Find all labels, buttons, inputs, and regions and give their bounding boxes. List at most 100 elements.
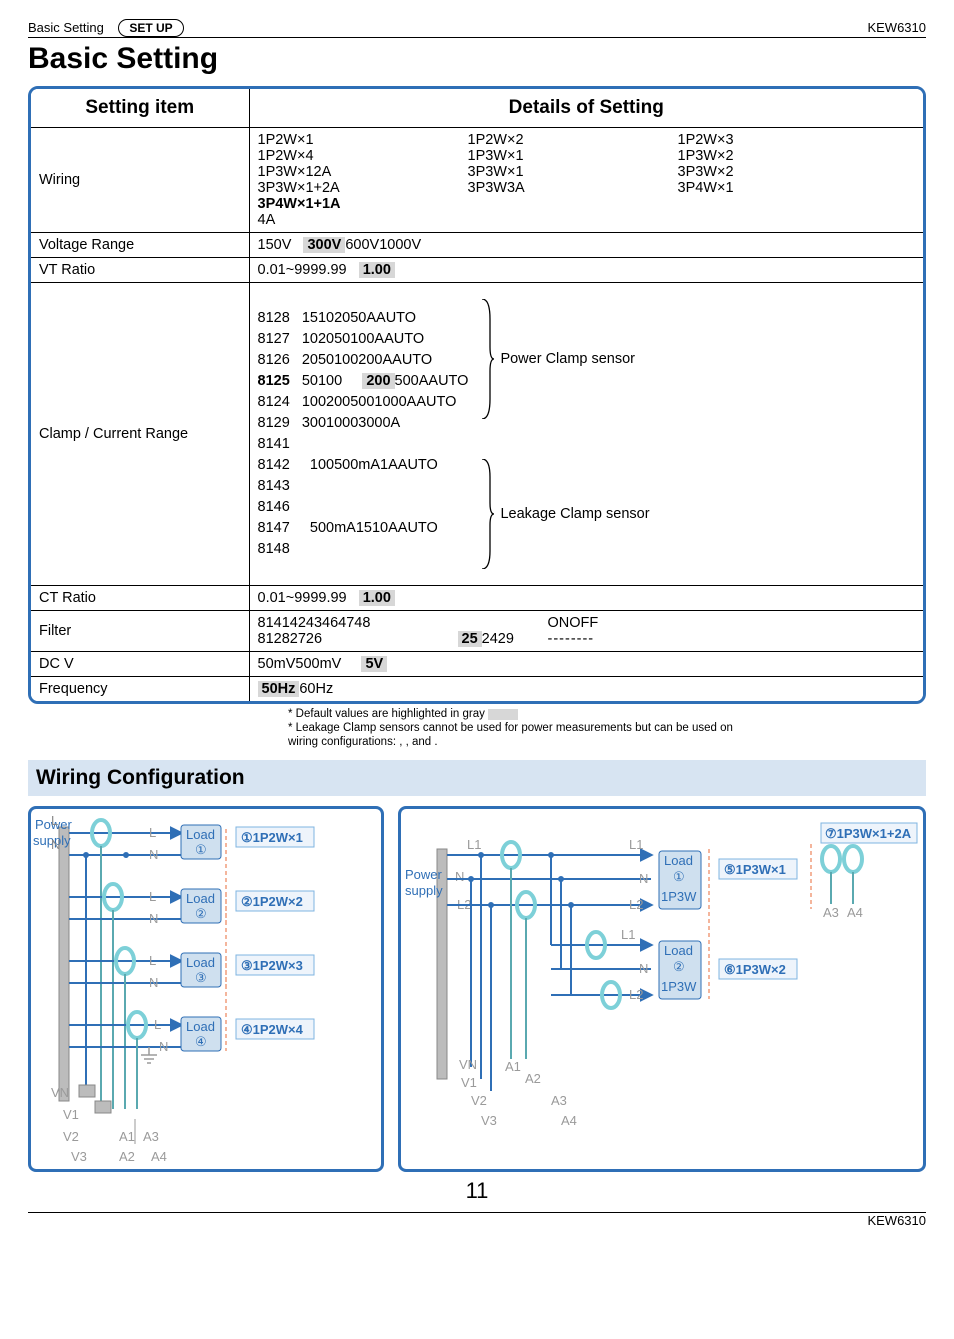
row-filter: Filter 81414243464748 ONOFF 81282726 252… [31, 611, 923, 652]
dcv-default: 5V [361, 656, 387, 672]
wiring-cell: 1P3W×2 [678, 148, 878, 164]
wiring-cell: 1P2W×2 [468, 132, 668, 148]
svg-text:V3: V3 [481, 1113, 497, 1128]
freq-post: 60Hz [299, 681, 333, 697]
svg-text:Power: Power [405, 867, 443, 882]
svg-text:①: ① [673, 869, 685, 884]
vrange-post: 600V1000V [345, 237, 421, 253]
svg-text:L2: L2 [629, 897, 643, 912]
svg-text:N: N [51, 837, 60, 852]
wiring-configuration-title: Wiring Configuration [28, 760, 926, 796]
svg-text:1P3W: 1P3W [661, 979, 697, 994]
row-freq-label: Frequency [31, 677, 249, 702]
svg-text:②1P2W×2: ②1P2W×2 [241, 894, 303, 909]
footnote-b: * Leakage Clamp sensors cannot be used f… [288, 722, 733, 734]
svg-text:A2: A2 [119, 1149, 135, 1164]
header-right: KEW6310 [867, 20, 926, 35]
svg-text:L: L [51, 813, 58, 828]
svg-text:N: N [639, 871, 648, 886]
col-header-details: Details of Setting [249, 89, 923, 128]
settings-table-frame: Setting item Details of Setting Wiring 1… [28, 86, 926, 704]
svg-text:Load: Load [186, 827, 215, 842]
row-clamp-value: 8128 15102050AAUTO 8127 102050100AAUTO 8… [249, 283, 923, 586]
svg-text:③1P2W×3: ③1P2W×3 [241, 958, 303, 973]
svg-text:A2: A2 [525, 1071, 541, 1086]
svg-text:A1: A1 [505, 1059, 521, 1074]
svg-text:L: L [149, 953, 156, 968]
svg-text:①1P2W×1: ①1P2W×1 [241, 830, 303, 845]
clamp-line: 8146 [258, 499, 290, 515]
wiring-cell: 1P2W×4 [258, 148, 458, 164]
svg-text:②: ② [195, 906, 207, 921]
svg-text:V2: V2 [471, 1093, 487, 1108]
svg-text:②: ② [673, 959, 685, 974]
clamp-line: 8148 [258, 541, 290, 557]
svg-text:L: L [149, 889, 156, 904]
filter-dashes: -------- [548, 631, 638, 647]
page-title: Basic Setting [28, 42, 926, 76]
row-vtratio-label: VT Ratio [31, 258, 249, 283]
svg-text:Load: Load [186, 891, 215, 906]
svg-text:L2: L2 [629, 987, 643, 1002]
svg-text:L: L [154, 1017, 161, 1032]
brace-icon [480, 459, 494, 569]
wiring-cell: 1P2W×1 [258, 132, 458, 148]
settings-table: Setting item Details of Setting Wiring 1… [31, 89, 923, 701]
svg-text:V3: V3 [71, 1149, 87, 1164]
brace-icon [480, 299, 494, 419]
vtratio-pre: 0.01~9999.99 [258, 262, 347, 278]
row-ct-ratio: CT Ratio 0.01~9999.99 1.00 [31, 586, 923, 611]
filter-l2a: 81282726 [258, 631, 458, 647]
svg-text:①: ① [195, 842, 207, 857]
clamp-line: 8124 1002005001000AAUTO [258, 394, 457, 410]
clamp-line: 8126 2050100200AAUTO [258, 352, 433, 368]
svg-text:V1: V1 [461, 1075, 477, 1090]
svg-text:A1: A1 [119, 1129, 135, 1144]
svg-text:④1P2W×4: ④1P2W×4 [241, 1022, 304, 1037]
filter-l1b: ONOFF [548, 615, 638, 631]
wiring-cell: 1P2W×3 [678, 132, 878, 148]
diagram-left: Power supply L N L N [28, 806, 384, 1172]
row-ctratio-value: 0.01~9999.99 1.00 [249, 586, 923, 611]
row-frequency: Frequency 50Hz60Hz [31, 677, 923, 702]
svg-text:VN: VN [459, 1057, 477, 1072]
vrange-pre: 150V [258, 237, 292, 253]
row-vtratio-value: 0.01~9999.99 1.00 [249, 258, 923, 283]
row-dcv: DC V 50mV500mV 5V [31, 652, 923, 677]
svg-text:N: N [149, 975, 158, 990]
row-filter-label: Filter [31, 611, 249, 652]
row-dcv-label: DC V [31, 652, 249, 677]
svg-text:N: N [149, 847, 158, 862]
clamp-8125-hl: 200 [362, 373, 394, 389]
wiring-cell: 3P3W×2 [678, 164, 878, 180]
wiring-last-line: 4A [258, 212, 916, 228]
gray-swatch [488, 709, 518, 720]
filter-l2-default: 25 [458, 631, 482, 647]
svg-text:Load: Load [664, 853, 693, 868]
ctratio-default: 1.00 [359, 590, 395, 606]
clamp-8125-c: 500AAUTO [395, 373, 469, 389]
svg-text:A3: A3 [551, 1093, 567, 1108]
row-filter-value: 81414243464748 ONOFF 81282726 252429 ---… [249, 611, 923, 652]
clamp-line: 8142 100500mA1AAUTO [258, 457, 438, 473]
svg-text:1P3W: 1P3W [661, 889, 697, 904]
row-clamp: Clamp / Current Range 8128 15102050AAUTO… [31, 283, 923, 586]
svg-text:⑤1P3W×1: ⑤1P3W×1 [724, 862, 786, 877]
footnotes: * Default values are highlighted in gray… [28, 708, 926, 749]
svg-text:⑦1P3W×1+2A: ⑦1P3W×1+2A [825, 826, 912, 841]
svg-text:V1: V1 [63, 1107, 79, 1122]
clamp-line: 8141 [258, 436, 290, 452]
footnote-c: wiring configurations: , , and . [288, 736, 438, 748]
header-rule [28, 37, 926, 38]
page-number: 11 [28, 1178, 926, 1204]
diagram-right: Power supply L1 N L2 [398, 806, 926, 1172]
filter-l1a: 81414243464748 [258, 615, 458, 631]
wiring-cell: 3P3W×1 [468, 164, 668, 180]
row-vrange-label: Voltage Range [31, 233, 249, 258]
vrange-default: 300V [303, 237, 345, 253]
wiring-cell: 3P3W3A [468, 180, 668, 196]
header-left: Basic Setting [28, 20, 104, 35]
freq-default: 50Hz [258, 681, 300, 697]
svg-text:A4: A4 [151, 1149, 167, 1164]
clamp-8125-a: 8125 [258, 373, 290, 389]
